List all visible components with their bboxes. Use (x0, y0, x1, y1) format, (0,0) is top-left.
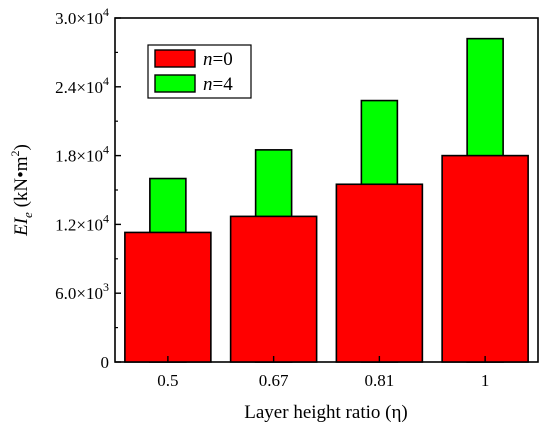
legend: n=0 n=4 (147, 44, 252, 99)
bars-group (124, 37, 529, 363)
bar-n0-1 (229, 215, 318, 363)
legend-label-n4: n=4 (203, 74, 233, 95)
bar-n0-0 (124, 231, 212, 363)
bar-n0-2 (335, 183, 424, 363)
x-axis-title: Layer height ratio (η) (244, 402, 407, 423)
x-tick-label-2: 0.81 (365, 371, 395, 390)
y-tick-label-4: 2.4×104 (55, 74, 109, 97)
x-tick-label-0: 0.5 (157, 371, 178, 390)
bar-n0-3 (441, 154, 529, 363)
legend-swatch-n0 (154, 49, 196, 68)
legend-label-n0: n=0 (203, 49, 233, 70)
y-tick-label-0: 0 (101, 353, 110, 372)
y-tick-label-2: 1.2×104 (55, 211, 109, 234)
x-axis: 0.5 0.67 0.81 1 (157, 356, 489, 390)
y-axis-title: EIe (kN•m2) (8, 144, 35, 237)
y-tick-label-5: 3.0×104 (55, 5, 109, 28)
x-tick-label-3: 1 (481, 371, 490, 390)
legend-swatch-n4 (154, 74, 196, 93)
x-tick-label-1: 0.67 (259, 371, 289, 390)
y-tick-label-3: 1.8×104 (55, 143, 109, 166)
y-tick-label-1: 6.0×103 (55, 280, 109, 303)
y-axis: 0 6.0×103 1.2×104 1.8×104 2.4×104 3.0×104 (55, 5, 121, 372)
